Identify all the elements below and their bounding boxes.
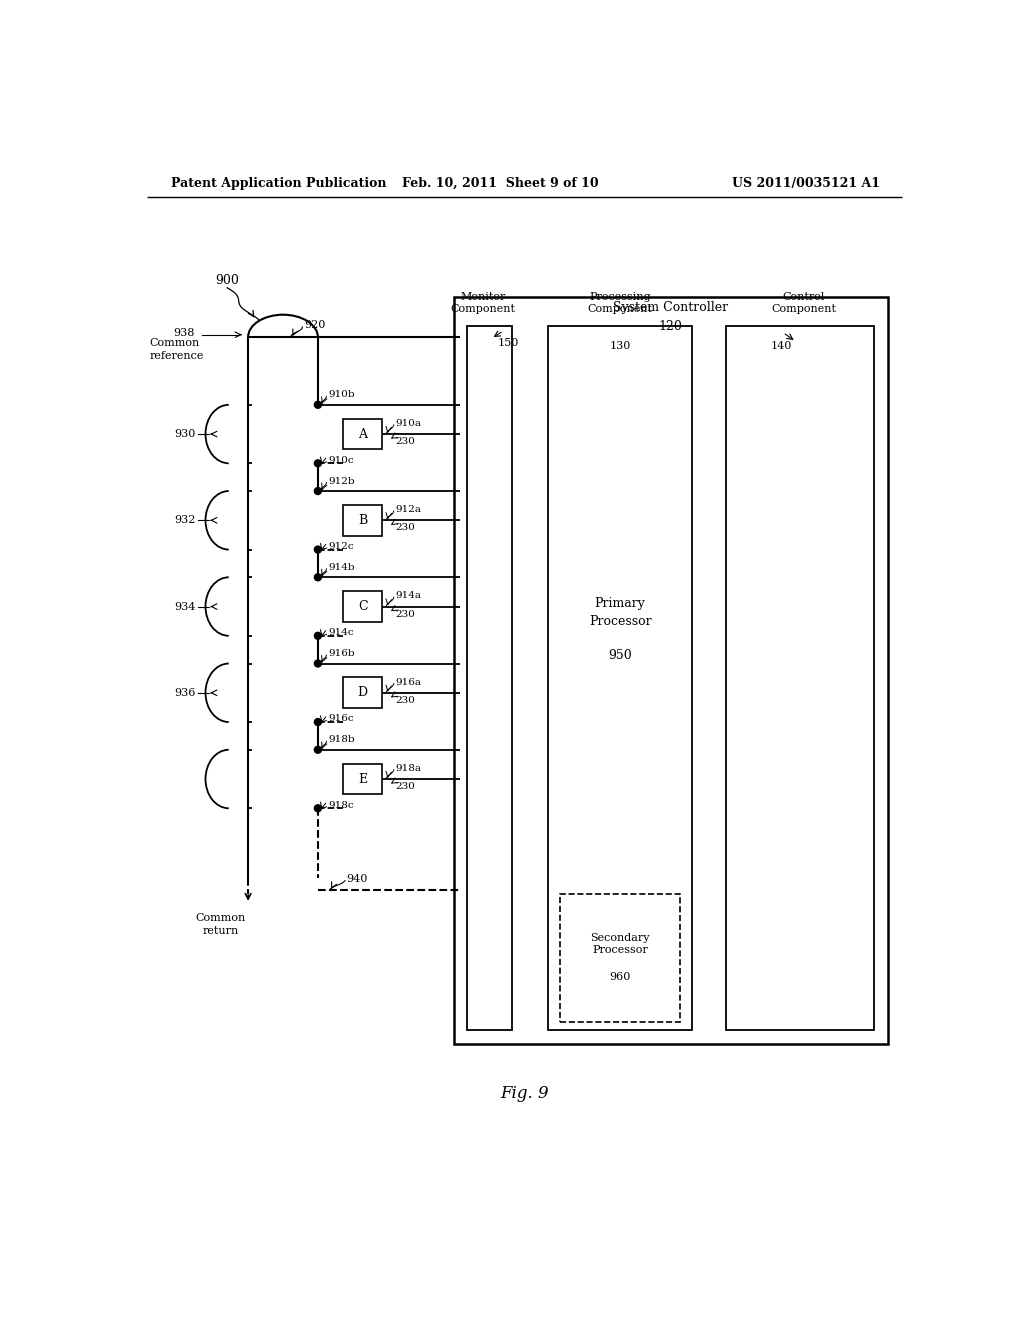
Text: Monitor
Component: Monitor Component [451, 292, 516, 314]
Text: 912c: 912c [328, 543, 353, 550]
Circle shape [314, 805, 322, 812]
Text: Fig. 9: Fig. 9 [501, 1085, 549, 1102]
FancyBboxPatch shape [343, 418, 382, 450]
FancyBboxPatch shape [343, 677, 382, 708]
FancyBboxPatch shape [343, 763, 382, 795]
Text: 230: 230 [395, 524, 416, 532]
Circle shape [314, 718, 322, 726]
FancyBboxPatch shape [343, 506, 382, 536]
Text: 936: 936 [174, 688, 196, 698]
Circle shape [314, 660, 322, 667]
Text: 150: 150 [498, 338, 519, 348]
Text: Feb. 10, 2011  Sheet 9 of 10: Feb. 10, 2011 Sheet 9 of 10 [401, 177, 598, 190]
Text: 932: 932 [174, 515, 196, 525]
Text: 900: 900 [215, 273, 239, 286]
Text: 120: 120 [658, 319, 682, 333]
FancyBboxPatch shape [560, 894, 680, 1022]
Text: 960: 960 [609, 973, 631, 982]
Text: 912b: 912b [328, 477, 354, 486]
Text: D: D [357, 686, 368, 700]
Text: Patent Application Publication: Patent Application Publication [171, 177, 386, 190]
Text: A: A [358, 428, 368, 441]
Circle shape [314, 546, 322, 553]
Text: C: C [358, 601, 368, 612]
Text: 914a: 914a [395, 591, 421, 601]
Circle shape [314, 459, 322, 467]
Text: 230: 230 [395, 696, 416, 705]
Text: 930: 930 [174, 429, 196, 440]
Text: 916b: 916b [328, 649, 354, 657]
Text: Common
return: Common return [196, 913, 246, 936]
Text: 230: 230 [395, 610, 416, 619]
Text: 910a: 910a [395, 418, 421, 428]
Text: 916c: 916c [328, 714, 353, 723]
Text: 920: 920 [305, 321, 326, 330]
Text: Secondary
Processor: Secondary Processor [591, 933, 650, 956]
Text: 938: 938 [173, 329, 195, 338]
Text: 912a: 912a [395, 506, 421, 513]
Circle shape [314, 487, 322, 495]
Text: Processing
Component: Processing Component [588, 292, 652, 314]
Text: 230: 230 [395, 783, 416, 791]
Text: Control
Component: Control Component [771, 292, 837, 314]
Text: 140: 140 [771, 342, 793, 351]
Text: 910b: 910b [328, 391, 354, 399]
Text: 914c: 914c [328, 628, 353, 638]
FancyBboxPatch shape [548, 326, 692, 1030]
Circle shape [314, 574, 322, 581]
Circle shape [314, 401, 322, 408]
Text: 918b: 918b [328, 735, 354, 744]
Text: US 2011/0035121 A1: US 2011/0035121 A1 [732, 177, 880, 190]
FancyBboxPatch shape [467, 326, 512, 1030]
Text: 916a: 916a [395, 677, 421, 686]
Circle shape [314, 746, 322, 754]
Text: E: E [358, 772, 368, 785]
Text: 130: 130 [609, 342, 631, 351]
Text: 230: 230 [395, 437, 416, 446]
Text: 918c: 918c [328, 801, 353, 809]
FancyBboxPatch shape [726, 326, 873, 1030]
FancyBboxPatch shape [343, 591, 382, 622]
Circle shape [314, 632, 322, 639]
Text: System Controller: System Controller [613, 301, 728, 314]
Text: Primary
Processor: Primary Processor [589, 597, 651, 628]
Text: 950: 950 [608, 648, 632, 661]
Text: 910c: 910c [328, 455, 353, 465]
Text: 934: 934 [174, 602, 196, 611]
Text: 918a: 918a [395, 764, 421, 772]
Text: B: B [358, 513, 368, 527]
Text: 940: 940 [346, 874, 368, 884]
Text: 914b: 914b [328, 562, 354, 572]
Text: Common
reference: Common reference [150, 338, 204, 360]
FancyBboxPatch shape [454, 297, 888, 1044]
